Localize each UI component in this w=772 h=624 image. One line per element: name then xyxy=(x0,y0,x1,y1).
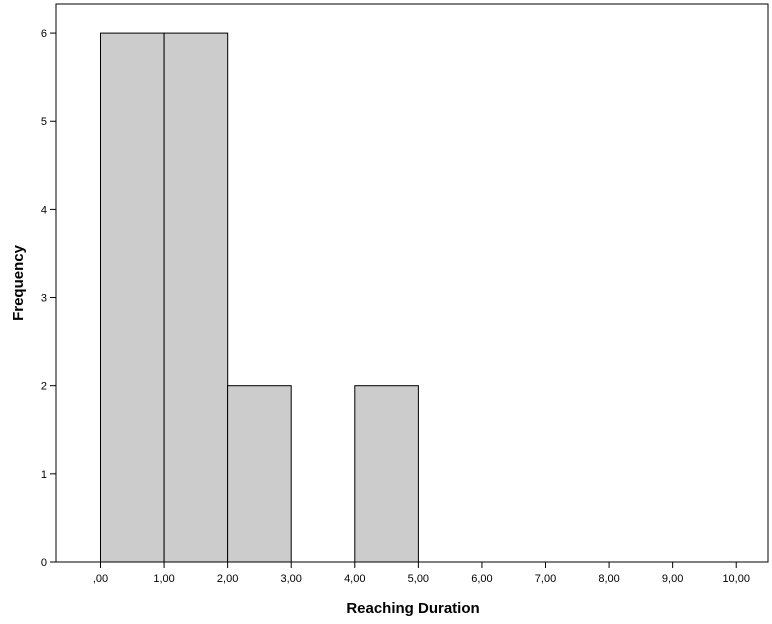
histogram-bar xyxy=(227,385,292,563)
x-tick-label: 7,00 xyxy=(535,573,556,585)
x-tick-label: 9,00 xyxy=(662,573,683,585)
y-tick-label: 3 xyxy=(41,293,47,305)
x-tick-label: 8,00 xyxy=(598,573,619,585)
x-tick-label: 6,00 xyxy=(471,573,492,585)
x-tick-label: ,00 xyxy=(93,573,108,585)
x-tick-label: 4,00 xyxy=(344,573,365,585)
x-tick-label: 5,00 xyxy=(408,573,429,585)
x-tick-label: 3,00 xyxy=(281,573,302,585)
y-tick-label: 1 xyxy=(41,469,47,481)
y-tick-label: 2 xyxy=(41,381,47,393)
x-tick-label: 2,00 xyxy=(217,573,238,585)
y-axis-title: Frequency xyxy=(10,244,27,321)
y-tick-label: 4 xyxy=(41,204,47,216)
y-tick-label: 0 xyxy=(41,557,47,569)
x-tick-label: 10,00 xyxy=(722,573,750,585)
histogram-bar xyxy=(354,385,419,563)
x-tick-label: 1,00 xyxy=(153,573,174,585)
x-axis: ,00 1,00 2,00 3,00 4,00 5,00 6,00 7,00 8,00 9,00 1… xyxy=(93,562,750,585)
bars-group xyxy=(100,32,419,563)
histogram-bar xyxy=(163,32,229,563)
y-axis: 0 1 2 3 4 5 6 xyxy=(41,28,56,569)
x-axis-title: Reaching Duration xyxy=(346,600,479,617)
y-tick-label: 6 xyxy=(41,28,47,40)
histogram-bar xyxy=(100,32,165,563)
y-tick-label: 5 xyxy=(41,116,47,128)
